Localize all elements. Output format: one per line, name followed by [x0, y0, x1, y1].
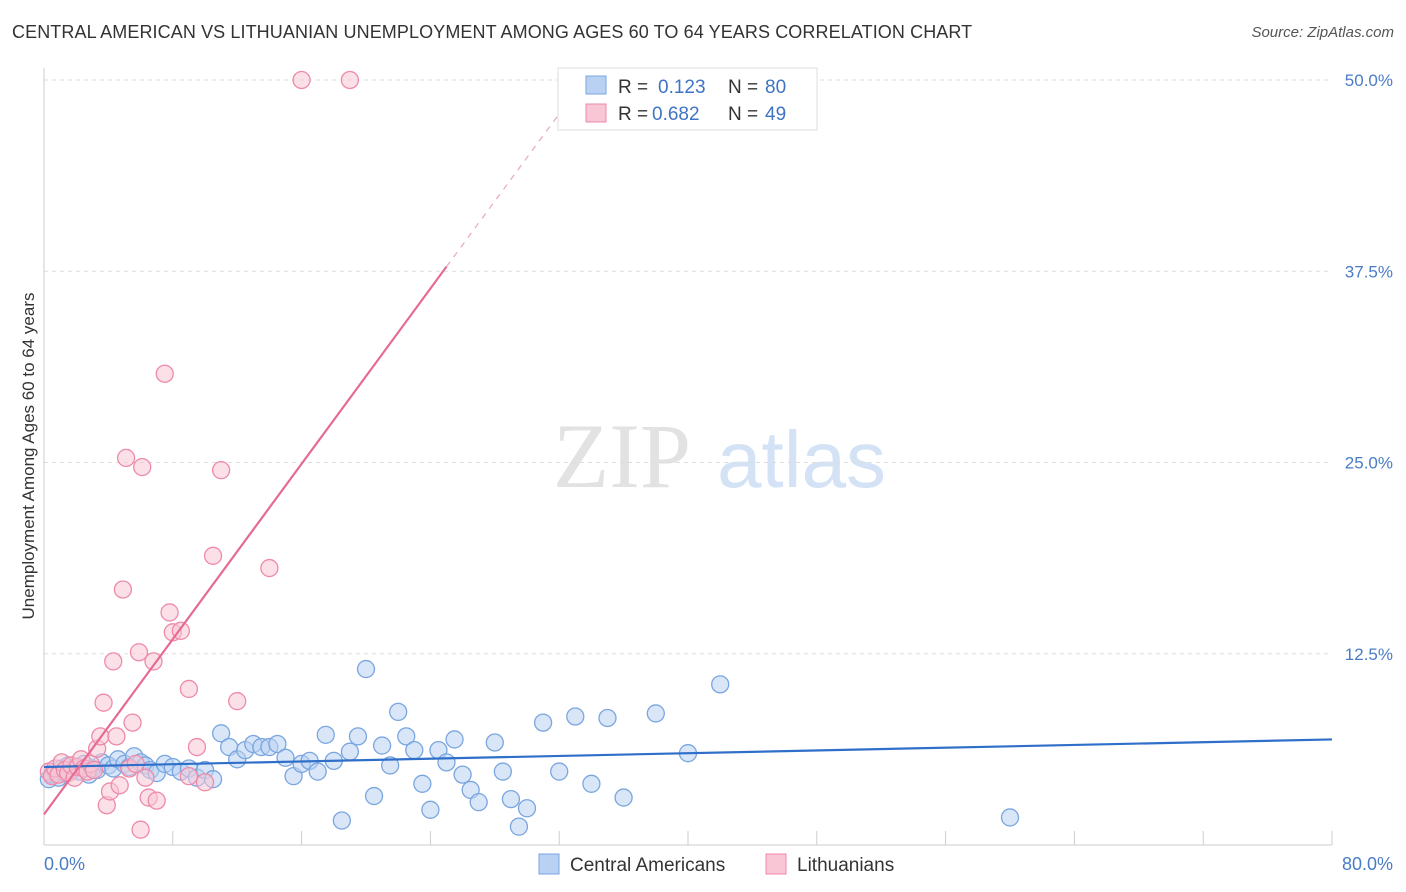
lithuanians-point-34 [155, 364, 174, 383]
central-americans-point-39 [268, 734, 287, 754]
legend-n-label-0: N = [728, 77, 758, 98]
lithuanians-point-23 [113, 580, 133, 599]
central-americans-point-73 [582, 774, 601, 793]
central-americans-point-45 [316, 725, 335, 744]
lithuanians-point-46 [340, 70, 360, 90]
legend-n-value-1: 49 [765, 104, 786, 125]
y-axis-label: Unemployment Among Ages 60 to 64 years [19, 293, 38, 620]
legend-r-label-1: R = [618, 104, 648, 125]
series-legend-swatch-central-americans [538, 853, 560, 875]
trend-lines [43, 102, 1333, 816]
series-legend-label-lithuanians: Lithuanians [797, 855, 894, 876]
central-americans-point-55 [397, 727, 416, 746]
x-tick-label-1: 80.0% [1342, 854, 1393, 874]
central-americans-point-48 [340, 742, 360, 761]
central-americans-point-74 [598, 708, 617, 728]
lithuanians-point-42 [211, 460, 231, 480]
lithuanians-trend-extension [446, 102, 568, 268]
x-tick-label-0: 0.0% [44, 854, 85, 874]
central-americans-point-65 [485, 733, 504, 752]
lithuanians-point-43 [228, 692, 247, 711]
correlation-legend: R = 0.123 N = 80 R = 0.682 N = 49 [557, 67, 818, 131]
series-legend: Central Americans Lithuanians [538, 853, 894, 876]
lithuanians-point-44 [260, 558, 279, 578]
central-americans-point-60 [437, 753, 456, 772]
lithuanians-point-26 [123, 713, 142, 732]
lithuanians-point-22 [110, 776, 129, 795]
legend-swatch-central-americans [585, 75, 607, 95]
lithuanians-point-45 [292, 70, 311, 90]
central-americans-point-58 [421, 800, 440, 819]
y-tick-label-0: 12.5% [1345, 645, 1393, 664]
central-americans-point-40 [276, 748, 295, 767]
central-americans-point-62 [453, 765, 472, 784]
chart-source: Source: ZipAtlas.com [1251, 24, 1394, 41]
central-americans-trend-line [43, 738, 1333, 769]
central-americans-point-47 [332, 811, 352, 830]
central-americans-point-51 [364, 786, 384, 806]
y-tick-label-1: 25.0% [1345, 454, 1393, 473]
central-americans-point-44 [308, 762, 327, 781]
lithuanians-point-17 [94, 693, 113, 712]
lithuanians-point-48 [179, 767, 199, 786]
lithuanians-point-32 [144, 652, 163, 671]
lithuanians-point-28 [129, 643, 149, 662]
lithuanians-point-35 [160, 603, 179, 622]
central-americans-point-79 [1000, 808, 1020, 827]
x-tick-labels: 0.0% 80.0% [44, 854, 1393, 874]
central-americans-point-52 [372, 736, 392, 755]
lithuanians-point-41 [203, 546, 223, 565]
watermark-zip: ZIP [553, 405, 691, 507]
central-americans-point-49 [348, 727, 368, 746]
y-tick-labels: 12.5% 25.0% 37.5% 50.0% [1345, 71, 1393, 664]
central-americans-point-76 [646, 704, 665, 723]
lithuanians-point-21 [107, 727, 126, 746]
central-americans-point-68 [509, 817, 529, 836]
x-tick-marks [172, 831, 1333, 845]
central-americans-point-54 [389, 702, 408, 722]
legend-n-value-0: 80 [765, 77, 786, 98]
legend-r-value-1: 0.682 [652, 104, 700, 125]
central-americans-point-57 [413, 774, 432, 793]
central-americans-point-53 [380, 756, 400, 775]
central-americans-point-61 [445, 730, 464, 749]
legend-r-label-0: R = [618, 77, 648, 98]
central-americans-point-78 [711, 675, 730, 694]
series-legend-swatch-lithuanians [765, 853, 787, 875]
series-legend-label-central-americans: Central Americans [570, 855, 725, 876]
central-americans-point-75 [614, 788, 633, 807]
watermark-atlas: atlas [717, 415, 886, 504]
central-americans-point-71 [550, 762, 569, 781]
lithuanians-point-20 [104, 652, 123, 671]
lithuanians-point-14 [84, 760, 104, 780]
watermark: ZIP atlas [553, 405, 886, 507]
legend-r-value-0: 0.123 [658, 77, 706, 98]
lithuanians-point-33 [147, 791, 166, 810]
central-americans-point-69 [517, 799, 537, 818]
central-americans-point-67 [501, 789, 521, 809]
central-americans-point-32 [211, 724, 231, 743]
central-americans-point-72 [566, 707, 585, 726]
gridlines [44, 79, 1332, 655]
lithuanians-point-40 [195, 773, 215, 792]
chart-title: CENTRAL AMERICAN VS LITHUANIAN UNEMPLOYM… [12, 22, 973, 42]
central-americans-point-64 [469, 793, 488, 812]
legend-swatch-lithuanians [585, 103, 607, 123]
lithuanians-point-30 [136, 768, 155, 787]
lithuanians-point-24 [116, 448, 136, 468]
lithuanians-points [39, 70, 360, 839]
y-tick-label-2: 37.5% [1345, 262, 1393, 281]
lithuanians-point-38 [179, 679, 199, 699]
lithuanians-point-39 [187, 737, 207, 757]
lithuanians-point-29 [133, 457, 152, 477]
y-tick-label-3: 50.0% [1345, 71, 1393, 90]
lithuanians-point-47 [131, 820, 150, 839]
legend-n-label-1: N = [728, 104, 758, 125]
central-americans-point-50 [356, 659, 376, 679]
central-americans-point-70 [533, 713, 553, 732]
central-americans-point-66 [493, 762, 513, 781]
lithuanians-trend-line [43, 266, 448, 816]
central-americans-point-56 [405, 740, 424, 760]
